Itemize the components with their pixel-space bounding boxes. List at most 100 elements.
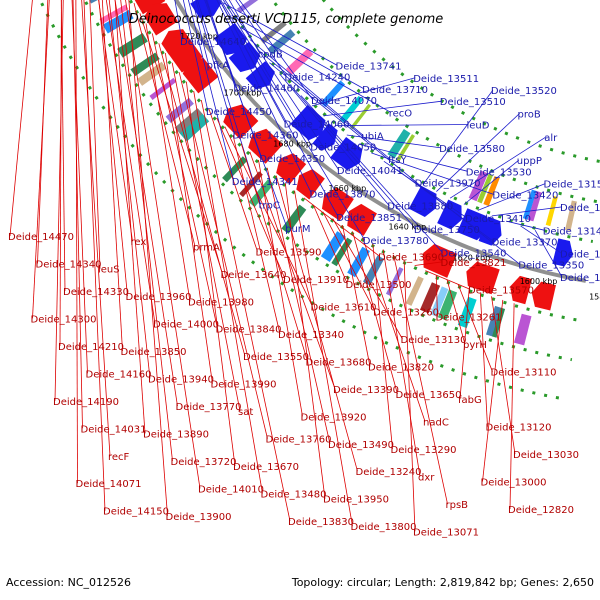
feature-block — [130, 52, 160, 77]
gene-label: Deide_14340 — [36, 260, 102, 271]
gene-label: pfkA — [207, 60, 230, 71]
gene-label: Deide_13110 — [491, 368, 557, 379]
feature-block — [486, 305, 502, 337]
forward-gene-arrow — [190, 0, 222, 18]
gene-label: Deide_13150 — [544, 180, 600, 191]
gene-label: Deide_13960 — [126, 292, 192, 303]
leader-line — [266, 167, 331, 444]
leader-line — [220, 0, 366, 241]
gene-label: sat — [238, 407, 253, 418]
leader-line — [342, 225, 371, 367]
gene-label: Deide_13950 — [323, 495, 389, 506]
gene-label: Deide_13710 — [362, 85, 428, 96]
forward-gene-arrow — [290, 104, 326, 141]
leader-line — [81, 0, 111, 456]
kbp-tick-label: 1640 kbp — [389, 223, 427, 232]
gene-label: Deide_13141 — [560, 203, 600, 214]
leader-line — [482, 299, 504, 482]
gene-label: Deide_13081 — [560, 273, 600, 284]
gene-label: Deide_13130 — [401, 335, 467, 346]
leader-line — [303, 197, 381, 257]
dotted-ring — [128, 0, 580, 322]
leader-line — [435, 275, 438, 317]
gene-label: prmA — [193, 242, 220, 253]
gene-label: Deide_13100 — [560, 250, 600, 261]
leader-line — [279, 73, 390, 206]
gene-label: Deide_13910 — [283, 275, 349, 286]
leader-line — [228, 0, 261, 54]
feature-block — [405, 276, 424, 306]
leader-line — [449, 136, 547, 199]
gene-label: Deide_13350 — [518, 261, 584, 272]
leader-line — [358, 143, 468, 172]
reverse-gene-arrow — [182, 57, 219, 94]
gene-label: Deide_13510 — [440, 97, 506, 108]
leader-line — [275, 175, 358, 472]
leader-line — [259, 50, 391, 160]
reverse-gene-arrow — [134, 0, 166, 15]
kbp-tick-label: 1600 kbp — [520, 277, 558, 286]
kbp-tick-label: 1580 kbp — [589, 293, 600, 302]
kbp-tick-labels: 1800 kbp1780 kbp1760 kbp1740 kbp1720 kbp… — [180, 32, 600, 302]
ring-tracks — [38, 0, 600, 401]
feature-block — [387, 128, 411, 159]
gene-label: Deide_13760 — [266, 435, 332, 446]
gene-label: leuD — [467, 121, 490, 132]
leader-line — [37, 0, 49, 264]
gene-label: Deide_13500 — [346, 280, 412, 291]
leader-line — [114, 0, 146, 434]
leader-line — [479, 292, 488, 427]
gene-label: rex — [131, 237, 147, 248]
feature-block — [477, 173, 493, 204]
leader-line — [178, 72, 268, 439]
leader-line — [352, 231, 398, 395]
gene-label: rpsB — [446, 500, 469, 511]
gene-label: Deide_13830 — [288, 517, 354, 528]
leader-line — [193, 90, 263, 494]
gene-label: Deide_13540 — [441, 249, 507, 260]
gene-label: Deide_13640 — [221, 270, 287, 281]
feature-block — [281, 204, 307, 234]
leader-line — [191, 0, 209, 65]
gene-labels: Deide_14640 pfkA Deide_14460 Deide_14450 Dei… — [8, 37, 600, 538]
gene-label: Deide_13690 — [378, 253, 444, 264]
gene-label: Deide_14350 — [259, 154, 325, 165]
gene-label: Deide_13410 — [465, 214, 531, 225]
gene-label: Deide_14010 — [198, 484, 264, 495]
kbp-tick-label: 1700 kbp — [224, 88, 262, 97]
feature-block — [248, 179, 274, 208]
gene-label: trpC — [259, 201, 280, 212]
feature-block — [350, 103, 372, 130]
leader-line — [491, 296, 516, 455]
feature-block — [527, 191, 542, 222]
feature-block — [89, 0, 98, 4]
leader-line — [75, 0, 78, 484]
leader-line — [346, 134, 442, 149]
gene-label: Deide_14060 — [284, 119, 350, 130]
leader-line — [491, 206, 563, 217]
gene-label: Deide_13821 — [441, 258, 507, 269]
feature-block — [513, 313, 532, 346]
gene-label: Deide_14240 — [284, 73, 350, 84]
gene-label: Deide_13741 — [336, 62, 402, 73]
gene-label: Deide_14071 — [76, 479, 142, 490]
leader-line — [249, 39, 364, 136]
leader-line — [284, 183, 326, 499]
leader-line — [332, 218, 403, 340]
leader-line — [151, 33, 218, 329]
leader-line — [393, 254, 448, 504]
leader-line — [165, 53, 213, 384]
gene-label: nadC — [423, 417, 449, 428]
leader-line — [98, 0, 128, 297]
leader-line — [216, 0, 312, 194]
leader-line — [520, 225, 563, 254]
kbp-tick-label: 1680 kbp — [273, 139, 311, 148]
leader-line — [222, 2, 338, 66]
reverse-gene-arrow — [321, 187, 354, 221]
gene-label: Deide_13970 — [415, 178, 481, 189]
gene-label: Deide_13590 — [256, 248, 322, 259]
leader-line — [98, 0, 133, 242]
leader-line — [459, 288, 470, 400]
leader-line — [446, 279, 466, 345]
gene-label: Deide_13770 — [176, 402, 242, 413]
